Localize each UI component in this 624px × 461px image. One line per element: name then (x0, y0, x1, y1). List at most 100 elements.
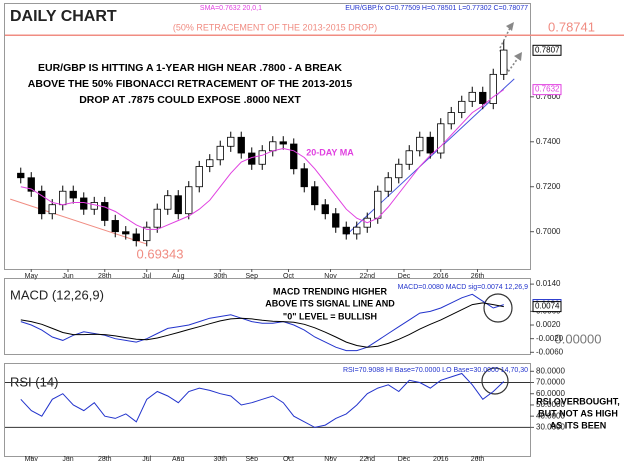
candle-body (185, 186, 193, 215)
candle-body (237, 136, 245, 154)
candle-body (17, 172, 25, 179)
y-tick-label: 0.7400 (536, 137, 561, 146)
y-tick-label: 0.0020 (536, 320, 561, 329)
trendline (10, 198, 147, 245)
panel-header: RSI=70.9088 HI Base=70.0000 LO Base=30.0… (343, 367, 528, 374)
candle-body (143, 226, 151, 242)
candle-body (311, 186, 319, 206)
series-line (20, 89, 505, 230)
price-marker-label: 0.7807 (535, 45, 560, 54)
x-tick-label: May (25, 273, 39, 280)
x-tick-label: Sep (246, 273, 259, 280)
series-line (20, 372, 505, 428)
panel-title: DAILY CHART (10, 8, 117, 25)
panel-header: EUR/GBP.fx O=0.77509 H=0.78501 L=0.77302… (345, 5, 528, 12)
annotation: 0.00000 (555, 331, 602, 346)
x-tick-label: Jul (142, 273, 151, 280)
x-tick-label: Oct (283, 456, 294, 461)
candle-body (500, 49, 508, 75)
macd-panel (4, 278, 531, 355)
candle-body (489, 73, 497, 104)
candle-body (48, 204, 56, 215)
panel-title: RSI (14) (10, 374, 58, 389)
level-label: 0.78741 (548, 20, 595, 35)
candle-body (300, 168, 308, 188)
annotation: 20-DAY MA (306, 147, 354, 157)
candle-body (447, 112, 455, 125)
x-tick-label: Aug (172, 273, 185, 280)
candle-body (90, 202, 98, 210)
annotation: EUR/GBP IS HITTING A 1-YEAR HIGH NEAR .7… (38, 62, 342, 74)
forecast-arrowhead (506, 22, 514, 31)
candle-body (468, 91, 476, 102)
candle-body (111, 220, 119, 233)
price-marker (532, 44, 562, 56)
price-panel (4, 3, 531, 270)
annotation: MACD TRENDING HIGHER (273, 286, 387, 296)
y-tick-label: 80.0000 (536, 366, 565, 375)
candle-body (416, 136, 424, 152)
y-tick-label: 40.0000 (536, 411, 565, 420)
price-marker-label: 0.0074 (535, 302, 560, 311)
series-line (20, 302, 504, 348)
x-tick-label: 22nd (359, 456, 375, 461)
rsi-highlight (481, 367, 509, 395)
y-tick-label: -0.0060 (536, 347, 564, 356)
x-tick-label: Nov (324, 273, 337, 280)
candle-body (279, 141, 287, 145)
candle-body (132, 233, 140, 242)
forecast-arrowhead (514, 52, 522, 61)
candle-body (479, 91, 487, 104)
candle-body (321, 204, 329, 215)
candle-body (216, 145, 224, 161)
annotation: AS ITS BEEN (550, 420, 607, 430)
x-tick-label: May (25, 456, 39, 461)
annotation: 0.69343 (137, 246, 184, 261)
annotation: ABOVE THE 50% FIBONACCI RETRACEMENT OF T… (28, 78, 353, 90)
y-tick-label: 30.0000 (536, 422, 565, 431)
x-tick-label: 30th (213, 273, 227, 280)
annotation: BUT NOT AS HIGH (538, 408, 618, 418)
annotation: RSI OVERBOUGHT, (536, 396, 620, 406)
candle-body (374, 190, 382, 219)
candle-body (384, 177, 392, 192)
y-tick-label: 0.7200 (536, 182, 561, 191)
level-text: (50% RETRACEMENT OF THE 2013-2015 DROP) (173, 23, 377, 33)
x-tick-label: 28th (98, 456, 112, 461)
x-tick-label: Aug (172, 456, 185, 461)
x-tick-label: Jun (62, 273, 73, 280)
candle-body (195, 166, 203, 188)
annotation: DROP AT .7875 COULD EXPOSE .8000 NEXT (79, 94, 301, 106)
candle-body (164, 195, 172, 210)
y-tick-label: 0.0140 (536, 279, 561, 288)
candle-body (80, 197, 88, 210)
candle-body (395, 163, 403, 179)
candle-body (258, 150, 266, 165)
candle-body (458, 100, 466, 113)
rsi-panel (4, 363, 531, 457)
y-tick-label: -0.0020 (536, 334, 564, 343)
x-tick-label: 26th (471, 273, 485, 280)
x-tick-label: 30th (213, 456, 227, 461)
x-tick-label: Jul (142, 456, 151, 461)
price-marker (532, 84, 562, 96)
candle-body (174, 195, 182, 215)
x-tick-label: Dec (398, 273, 411, 280)
candle-body (122, 231, 130, 235)
x-tick-label: Sep (246, 456, 259, 461)
candle-body (27, 177, 35, 192)
x-tick-label: 22nd (359, 273, 375, 280)
candle-body (227, 136, 235, 147)
candle-body (59, 190, 67, 206)
candle-body (405, 150, 413, 165)
candle-body (342, 226, 350, 235)
x-tick-label: 28th (98, 273, 112, 280)
x-tick-label: 2016 (433, 456, 449, 461)
candle-body (426, 136, 434, 154)
candle-body (206, 159, 214, 167)
candle-body (153, 208, 161, 228)
indicator-label: SMA=0.7632 20,0,1 (200, 5, 262, 12)
candle-body (269, 141, 277, 152)
